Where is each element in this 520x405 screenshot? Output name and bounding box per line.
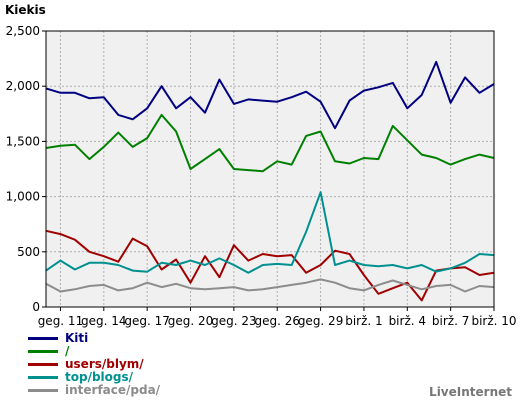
legend-swatch xyxy=(28,389,58,392)
series-line-0 xyxy=(45,60,495,130)
y-tick-label: 2,500 xyxy=(6,24,40,38)
legend-swatch xyxy=(28,337,58,340)
chart-title: Kiekis xyxy=(5,3,46,17)
legend-item: users/blym/ xyxy=(28,358,160,371)
legend-item: interface/pda/ xyxy=(28,384,160,397)
x-tick-label: birž. 7 xyxy=(432,314,469,328)
y-tick-label: 500 xyxy=(17,245,40,259)
brand-label: LiveInternet xyxy=(429,385,512,399)
legend: Kiti / users/blym/top/blogs/interface/pda/ xyxy=(28,332,160,397)
x-tick-label: geg. 17 xyxy=(124,314,170,328)
legend-label: / xyxy=(65,344,70,358)
legend-swatch xyxy=(28,350,58,353)
legend-item: Kiti xyxy=(28,332,160,345)
x-tick-label: birž. 4 xyxy=(389,314,426,328)
y-tick-label: 2,000 xyxy=(6,79,40,93)
x-tick-label: geg. 23 xyxy=(211,314,257,328)
legend-swatch xyxy=(28,363,58,366)
y-tick-label: 1,000 xyxy=(6,190,40,204)
series-line-1 xyxy=(45,113,495,173)
y-tick-label: 1,500 xyxy=(6,134,40,148)
legend-swatch xyxy=(28,376,58,379)
series-line-4 xyxy=(45,278,495,293)
y-tick-label: 0 xyxy=(32,300,40,314)
legend-label: users/blym/ xyxy=(65,357,144,371)
legend-label: top/blogs/ xyxy=(65,370,134,384)
x-tick-label: birž. 1 xyxy=(345,314,382,328)
plot-area xyxy=(46,31,494,307)
legend-item: / xyxy=(28,345,160,358)
series-line-3 xyxy=(45,191,495,274)
plot-frame xyxy=(45,30,495,308)
x-tick-label: geg. 11 xyxy=(38,314,84,328)
legend-label: interface/pda/ xyxy=(65,383,161,397)
series-line-2 xyxy=(45,229,495,302)
legend-label: Kiti xyxy=(65,331,89,345)
x-tick-label: geg. 14 xyxy=(81,314,127,328)
x-tick-label: geg. 29 xyxy=(298,314,344,328)
x-tick-label: geg. 20 xyxy=(168,314,214,328)
legend-item: top/blogs/ xyxy=(28,371,160,384)
x-tick-label: geg. 26 xyxy=(254,314,300,328)
x-tick-label: birž. 10 xyxy=(471,314,516,328)
axes xyxy=(42,30,495,311)
series-lines xyxy=(45,60,495,302)
